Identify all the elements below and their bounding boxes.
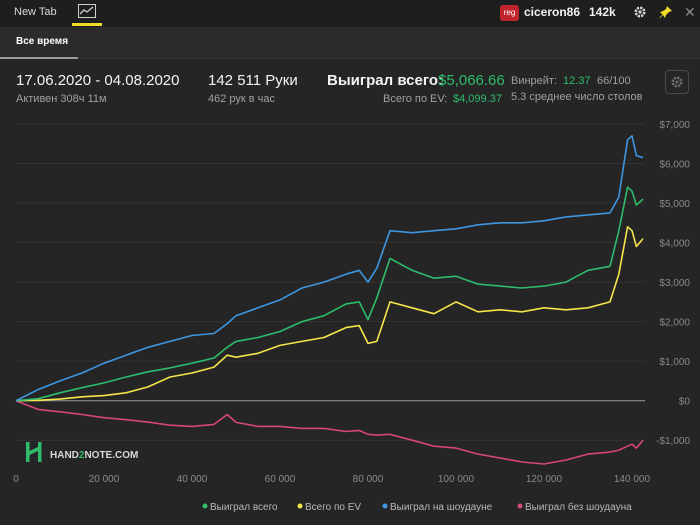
reg-badge: reg: [500, 5, 519, 21]
y-tick-label: $4,000: [659, 239, 690, 250]
series-line: [15, 226, 644, 402]
winrate-hands: 66/100: [597, 75, 631, 87]
y-tick-label: -$1,000: [656, 436, 690, 447]
y-tick-label: $1,000: [659, 357, 690, 368]
ev-value: $4,099.37: [453, 93, 502, 105]
active-time: Активен 308ч 11м: [16, 93, 107, 105]
x-tick-label: 80 000: [353, 474, 384, 485]
x-tick-label: 60 000: [265, 474, 296, 485]
hands-per-hour: 462 рук в час: [208, 93, 276, 105]
legend-marker: [297, 503, 303, 509]
x-tick-label: 140 000: [614, 474, 651, 485]
y-tick-label: $3,000: [659, 278, 690, 289]
y-tick-label: $5,000: [659, 199, 690, 210]
tab-all-time[interactable]: Все время: [0, 27, 78, 59]
legend-label: Выиграл без шоудауна: [525, 501, 632, 513]
x-tick-label: 0: [13, 474, 19, 485]
series-line: [15, 399, 644, 465]
tab-new-tab[interactable]: New Tab: [14, 6, 57, 18]
date-range: 17.06.2020 - 04.08.2020: [16, 72, 180, 89]
top-tab-bar: New Tab reg ciceron86 142k ✕: [0, 0, 700, 27]
profit-chart-svg: HAND2NOTE.COM $7,000 $6,000 $5,000 $4,000 $3…: [0, 112, 700, 525]
chart-legend: Выиграл всего Всего по EV Выиграл на шоуда…: [202, 501, 633, 513]
ev-label: Всего по EV:: [383, 93, 448, 105]
gear-icon[interactable]: [633, 5, 647, 24]
legend-marker: [517, 503, 523, 509]
chart-tab-icon: [78, 4, 96, 18]
y-axis-ticks: $7,000 $6,000 $5,000 $4,000 $3,000 $2,000 $1,0…: [656, 120, 690, 447]
x-tick-label: 20 000: [89, 474, 120, 485]
gear-icon: [671, 76, 683, 88]
hand2note-logo-icon: [26, 442, 42, 462]
tab-underline: [0, 57, 78, 59]
tables-average: 5.3 среднее число столов: [511, 91, 643, 103]
close-icon[interactable]: ✕: [684, 4, 696, 20]
winrate-label: Винрейт:: [511, 75, 558, 87]
watermark-two: 2: [79, 450, 85, 461]
chart-lines: [15, 135, 644, 465]
svg-text:HAND2NOTE.COM: HAND2NOTE.COM: [50, 450, 138, 461]
legend-label: Выиграл всего: [210, 502, 278, 513]
y-tick-label: $7,000: [659, 120, 690, 131]
stack-size: 142k: [589, 5, 616, 19]
y-tick-label: $2,000: [659, 318, 690, 329]
legend-item[interactable]: Выиграл без шоудауна: [517, 501, 633, 513]
won-total-value: $5,066.66: [438, 72, 505, 89]
tab-chart[interactable]: [70, 0, 104, 27]
active-tab-underline: [72, 23, 102, 26]
series-line: [15, 135, 644, 402]
x-tick-label: 120 000: [526, 474, 563, 485]
series-line: [15, 186, 644, 402]
tab-all-time-label: Все время: [16, 36, 69, 47]
watermark-note: NOTE.COM: [84, 450, 138, 461]
legend-item[interactable]: Выиграл всего: [202, 502, 279, 513]
legend-marker: [382, 503, 388, 509]
won-total-label: Выиграл всего:: [327, 72, 444, 89]
chart-settings-button[interactable]: [665, 70, 689, 94]
hand2note-watermark: HAND2NOTE.COM: [26, 442, 138, 462]
x-tick-label: 40 000: [177, 474, 208, 485]
legend-item[interactable]: Выиграл на шоудауне: [382, 502, 493, 513]
x-tick-label: 100 000: [438, 474, 475, 485]
y-tick-label: $6,000: [659, 160, 690, 171]
chart-grid: [16, 123, 645, 441]
x-axis-ticks: 0 20 000 40 000 60 000 80 000 100 000 120 000 1…: [13, 474, 650, 485]
legend-label: Всего по EV: [305, 502, 361, 513]
legend-marker: [202, 503, 208, 509]
pin-icon[interactable]: [659, 5, 673, 24]
username: ciceron86: [524, 5, 581, 19]
legend-label: Выиграл на шоудауне: [390, 502, 493, 513]
hands-count: 142 511 Руки: [208, 72, 298, 89]
watermark-hand: HAND: [50, 450, 79, 461]
period-tab-bar: Все время: [0, 27, 700, 59]
winrate-value: 12.37: [563, 75, 591, 87]
profit-chart: HAND2NOTE.COM $7,000 $6,000 $5,000 $4,000 $3…: [0, 112, 700, 525]
legend-item[interactable]: Всего по EV: [297, 502, 362, 513]
y-tick-label: $0: [679, 397, 691, 408]
